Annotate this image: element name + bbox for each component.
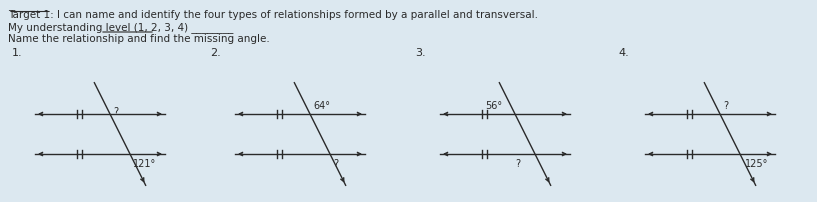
Text: Name the relationship and find the missing angle.: Name the relationship and find the missi… (8, 34, 270, 44)
Text: 125°: 125° (745, 158, 768, 168)
Text: 121°: 121° (133, 158, 156, 168)
Text: 64°: 64° (313, 101, 330, 110)
Text: My understanding level (1, 2, 3, 4) ________: My understanding level (1, 2, 3, 4) ____… (8, 22, 234, 33)
Text: 4.: 4. (618, 48, 629, 58)
Text: 1.: 1. (12, 48, 23, 58)
Text: ?: ? (333, 158, 338, 168)
Text: 2.: 2. (210, 48, 221, 58)
Text: Target 1: I can name and identify the four types of relationships formed by a pa: Target 1: I can name and identify the fo… (8, 10, 538, 20)
Text: 56°: 56° (485, 101, 502, 110)
Text: 3.: 3. (415, 48, 426, 58)
Text: ?: ? (113, 106, 118, 116)
Text: ?: ? (515, 158, 520, 168)
Text: ?: ? (723, 101, 728, 110)
